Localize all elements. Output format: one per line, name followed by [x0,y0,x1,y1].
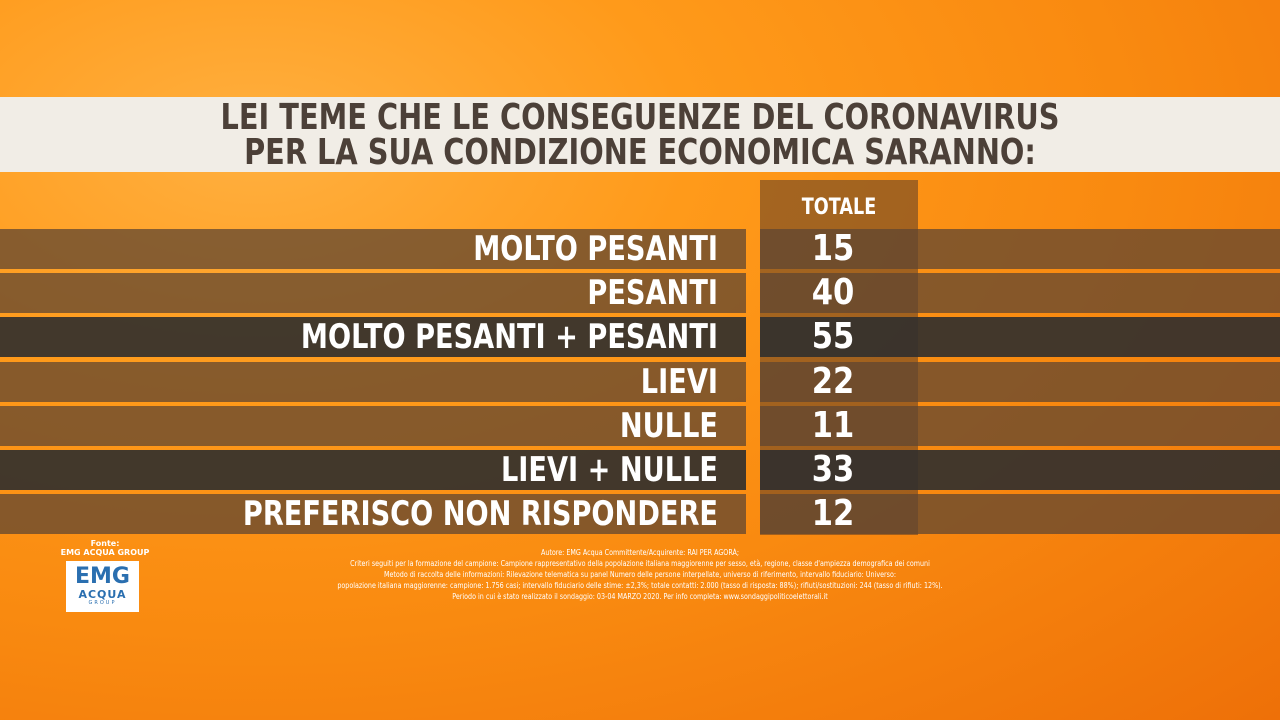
footnote-line: Autore: EMG Acqua Committente/Acquirente… [540,548,740,557]
row-background [0,406,746,446]
row-value: 11 [811,405,855,446]
column-header: TOTALE [801,195,877,220]
row-label: MOLTO PESANTI [473,229,718,269]
row-background [0,273,746,313]
row-background [760,273,1280,313]
row-value: 33 [811,449,855,490]
row-background [760,406,1280,446]
title-line: LEI TEME CHE LE CONSEGUENZE DEL CORONAVI… [220,97,1060,138]
source-label: Fonte: [90,539,120,548]
row-value: 12 [811,493,855,534]
row-label: MOLTO PESANTI + PESANTI [300,317,718,357]
row-background [760,362,1280,402]
footnote-line: popolazione italiana maggiorenne: campio… [337,581,943,590]
logo-main: EMG [75,564,130,589]
footnote-line: Criteri seguiti per la formazione del ca… [350,559,930,568]
footnote-line: Periodo in cui è stato realizzato il son… [452,592,828,601]
row-background [760,229,1280,269]
row-background [760,450,1280,490]
source-name: EMG ACQUA GROUP [60,548,150,557]
row-background [0,229,746,269]
footnote-line: Metodo di raccolta delle informazioni: R… [383,570,897,579]
title-band [0,97,1280,172]
logo: EMG ACQUA GROUP [66,561,139,612]
row-label: NULLE [619,406,718,446]
row-label: PREFERISCO NON RISPONDERE [242,494,718,534]
logo-group: GROUP [88,600,117,606]
row-label: LIEVI + NULLE [500,450,718,490]
row-value: 15 [811,228,855,269]
row-value: 40 [811,272,855,313]
row-value: 22 [811,361,855,402]
row-background [760,494,1280,534]
row-background [760,317,1280,357]
row-background [0,362,746,402]
row-background [0,450,746,490]
row-background [0,317,746,357]
row-background [0,494,746,534]
logo-sub: ACQUA [78,588,127,601]
row-label: LIEVI [640,362,718,402]
title-line: PER LA SUA CONDIZIONE ECONOMICA SARANNO: [244,132,1036,173]
row-value: 55 [811,316,855,357]
source: Fonte: EMG ACQUA GROUP [50,539,160,557]
row-label: PESANTI [587,273,718,313]
